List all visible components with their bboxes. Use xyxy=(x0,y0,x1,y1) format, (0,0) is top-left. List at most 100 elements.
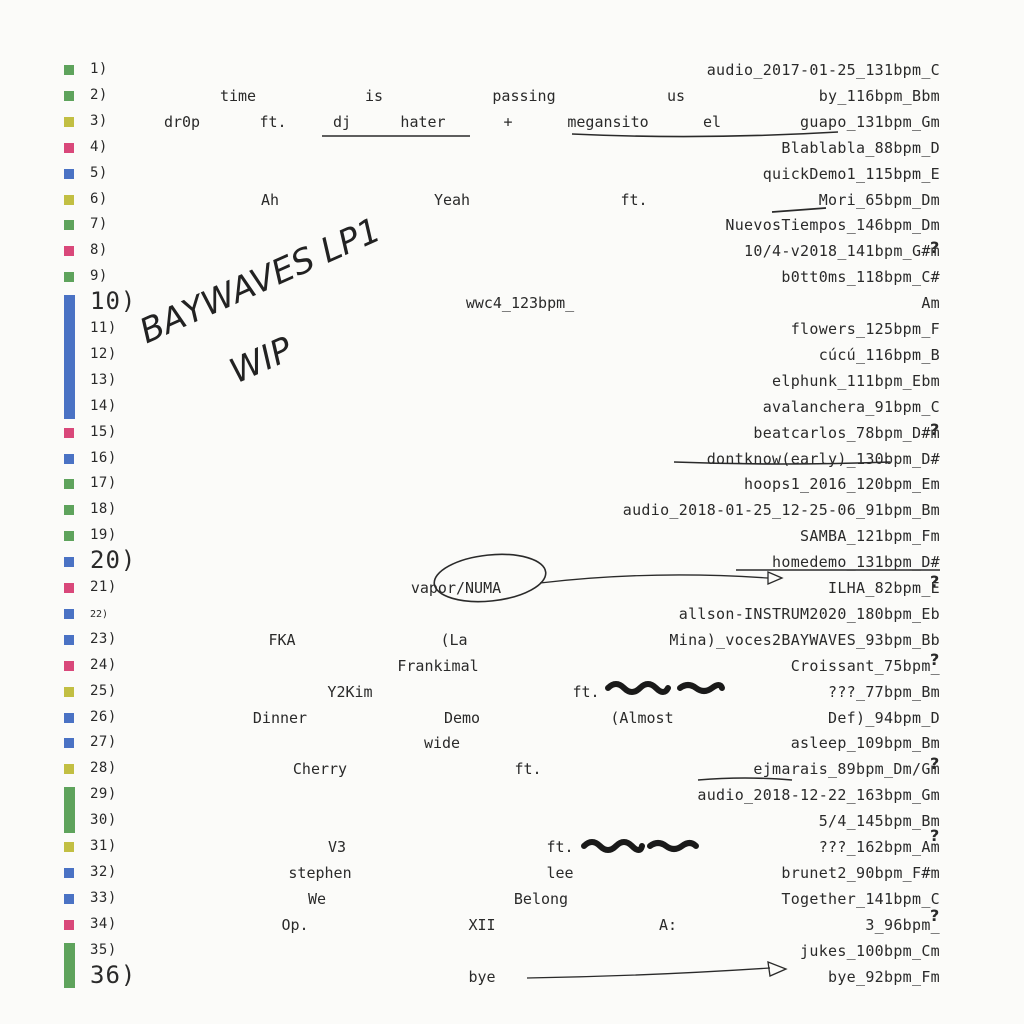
track-filename: Together_141bpm_C xyxy=(781,889,940,908)
title-word: us xyxy=(666,86,686,105)
track-number: 7) xyxy=(90,216,108,233)
title-word: dr0p xyxy=(163,112,201,131)
track-number: 21) xyxy=(90,579,117,595)
track-filename: asleep_109bpm_Bm xyxy=(790,734,940,753)
track-row: 28) Cherry ft. ejmarais_89bpm_Dm/Gm xyxy=(0,757,1024,783)
track-number: 29) xyxy=(90,786,117,803)
question-mark-15: ? xyxy=(930,420,940,439)
title-word: hater xyxy=(400,112,446,131)
color-marker xyxy=(64,686,74,697)
track-number: 31) xyxy=(90,838,117,854)
track-number: 19) xyxy=(90,527,117,544)
track-row: 4) Blablabla_88bpm_D xyxy=(0,136,1024,162)
title-word: bye xyxy=(468,967,496,986)
track-filename: Mori_65bpm_Dm xyxy=(818,190,940,209)
track-row: 10) wwc4_123bpm_ Am xyxy=(0,287,1024,317)
track-row: 36) bye bye_92bpm_Fm xyxy=(0,961,1024,991)
track-filename: allson-INSTRUM2020_180bpm_Eb xyxy=(678,604,940,623)
track-row: 32) stephen lee brunet2_90bpm_F#m xyxy=(0,861,1024,887)
track-row: 24) Frankimal Croissant_75bpm_ xyxy=(0,654,1024,680)
track-number: 6) xyxy=(90,190,108,207)
track-number: 35) xyxy=(90,941,117,958)
track-number: 8) xyxy=(90,242,108,259)
track-filename: ejmarais_89bpm_Dm/Gm xyxy=(753,760,940,779)
question-mark-34: ? xyxy=(930,906,940,925)
track-number: 34) xyxy=(90,915,117,932)
title-word: megansito xyxy=(567,112,649,131)
color-marker xyxy=(64,660,74,671)
track-row: 5) quickDemo1_115bpm_E xyxy=(0,162,1024,188)
title-word: XII xyxy=(468,915,496,934)
track-filename: NuevosTiempos_146bpm_Dm xyxy=(725,216,940,235)
track-number: 12) xyxy=(90,345,117,362)
title-word: Belong xyxy=(513,889,569,908)
color-marker xyxy=(64,712,74,723)
track-number: 22) xyxy=(90,608,109,620)
color-marker xyxy=(64,427,74,438)
track-row: 16) dontknow(early)_130bpm_D# xyxy=(0,447,1024,473)
track-filename: by_116bpm_Bbm xyxy=(818,86,940,105)
track-filename: ILHA_82bpm_E xyxy=(828,579,940,597)
track-number: 16) xyxy=(90,449,117,466)
track-number: 1) xyxy=(90,61,108,77)
title-word: + xyxy=(503,112,513,131)
title-word: V3 xyxy=(327,838,347,856)
color-marker xyxy=(64,531,74,542)
track-number: 25) xyxy=(90,682,117,699)
title-word: stephen xyxy=(288,863,352,882)
track-filename: flowers_125bpm_F xyxy=(790,320,940,338)
track-row: 26) Dinner Demo (Almost Def)_94bpm_D xyxy=(0,706,1024,732)
color-marker xyxy=(64,738,74,749)
track-number: 13) xyxy=(90,371,117,388)
track-filename: ???_77bpm_Bm xyxy=(828,682,940,701)
track-filename: b0tt0ms_118bpm_C# xyxy=(781,268,940,287)
track-filename: homedemo_131bpm_D# xyxy=(772,553,940,572)
title-word: Op. xyxy=(281,915,309,934)
track-row: 23) FKA (La Mina)_voces2BAYWAVES_93bpm_Bb xyxy=(0,628,1024,654)
track-row: 19) SAMBA_121bpm_Fm xyxy=(0,524,1024,550)
track-filename: Blablabla_88bpm_D xyxy=(781,138,940,157)
title-word: ft. xyxy=(259,112,287,131)
track-number: 5) xyxy=(90,164,108,181)
track-filename: bye_92bpm_Fm xyxy=(828,967,940,986)
track-filename: audio_2017-01-25_131bpm_C xyxy=(706,61,940,79)
track-filename: 5/4_145bpm_Bm xyxy=(818,812,940,831)
title-word: ft. xyxy=(620,190,648,209)
track-filename: cúcú_116bpm_B xyxy=(818,345,940,364)
question-mark-31: ? xyxy=(930,826,940,845)
track-row: 34) Op. XII A: 3_96bpm_ xyxy=(0,913,1024,939)
color-marker xyxy=(64,764,74,775)
track-filename: quickDemo1_115bpm_E xyxy=(762,164,940,183)
track-filename: Def)_94bpm_D xyxy=(828,708,940,727)
title-word: Frankimal xyxy=(397,656,479,675)
track-row: 6) Ah Yeah ft. Mori_65bpm_Dm xyxy=(0,188,1024,214)
track-number: 36) xyxy=(90,960,137,989)
track-number: 2) xyxy=(90,86,108,103)
track-number: 15) xyxy=(90,423,117,440)
track-row: 33) We Belong Together_141bpm_C xyxy=(0,887,1024,913)
track-number: 14) xyxy=(90,397,117,414)
color-marker xyxy=(64,893,74,904)
track-row: 25) Y2Kim ft. ???_77bpm_Bm xyxy=(0,680,1024,706)
title-word: wwc4_123bpm_ xyxy=(465,294,575,313)
track-filename: audio_2018-12-22_163bpm_Gm xyxy=(697,786,940,805)
track-number: 17) xyxy=(90,475,117,492)
track-filename: beatcarlos_78bpm_D#m xyxy=(753,423,940,442)
track-number: 18) xyxy=(90,501,117,518)
color-marker xyxy=(64,194,74,205)
title-word: ft. xyxy=(572,682,600,701)
track-filename: Am xyxy=(921,294,940,313)
track-row: 22) allson-INSTRUM2020_180bpm_Eb xyxy=(0,602,1024,628)
color-marker xyxy=(64,168,74,179)
track-row: 31) V3 ft. ???_162bpm_Am xyxy=(0,835,1024,861)
track-number: 30) xyxy=(90,812,117,829)
color-marker xyxy=(64,634,74,645)
track-row: 3) dr0p ft. dj hater + megansito el guapo_131bpm… xyxy=(0,110,1024,136)
title-word: el xyxy=(702,112,722,131)
track-row: 11) flowers_125bpm_F xyxy=(0,317,1024,343)
color-marker xyxy=(64,116,74,127)
question-mark-8: ? xyxy=(930,238,940,257)
track-number: 3) xyxy=(90,112,108,129)
title-word: dj xyxy=(332,112,352,131)
color-marker xyxy=(64,453,74,464)
